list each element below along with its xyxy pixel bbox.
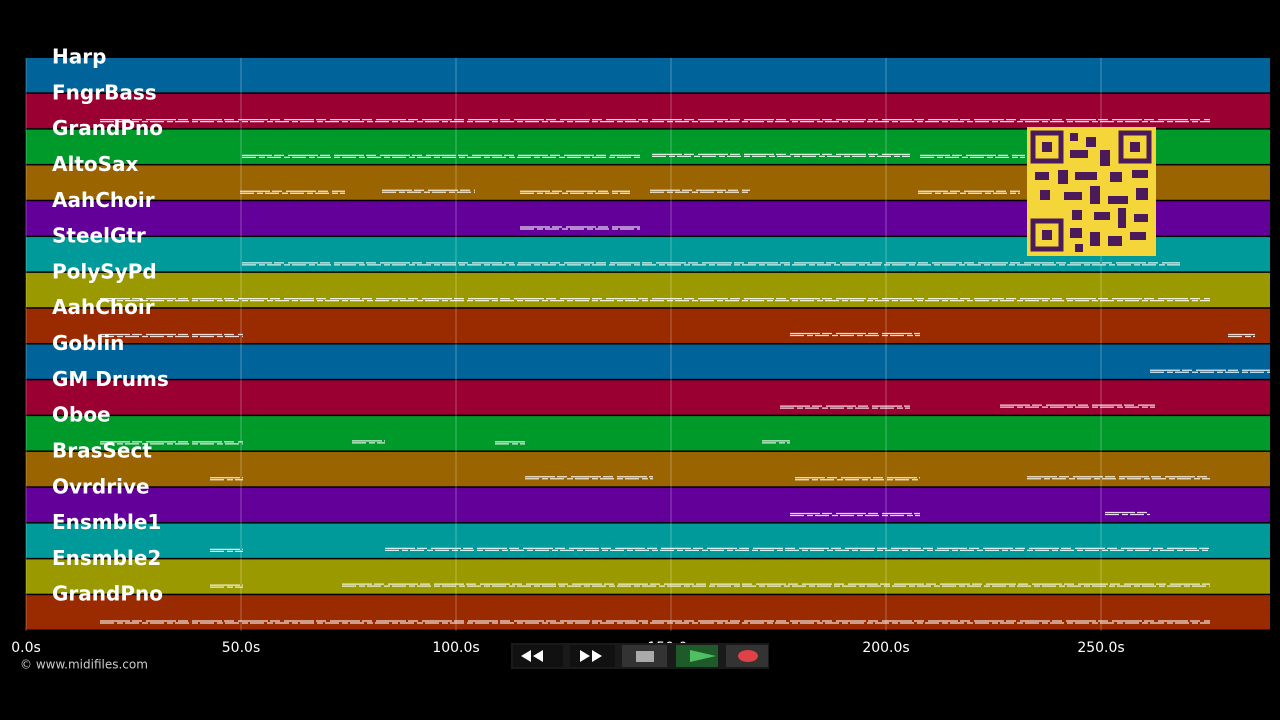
transport-controls bbox=[511, 643, 769, 669]
tick-label: 200.0s bbox=[862, 640, 909, 656]
track-band bbox=[26, 595, 1270, 630]
track-band bbox=[26, 272, 1270, 308]
track-label: GrandPno bbox=[52, 116, 163, 140]
track-label: AahChoir bbox=[52, 188, 155, 212]
track-label: Ensmble1 bbox=[52, 510, 161, 534]
play-button[interactable] bbox=[676, 645, 718, 667]
track-labels: Harp FngrBass GrandPno AltoSax AahChoir Steel… bbox=[52, 45, 169, 606]
track-label: Ensmble2 bbox=[52, 546, 161, 570]
track-band bbox=[26, 308, 1270, 343]
track-band bbox=[26, 487, 1270, 523]
stop-button[interactable] bbox=[622, 645, 667, 667]
track-band bbox=[26, 344, 1270, 379]
tick-label: 250.0s bbox=[1077, 640, 1124, 656]
track-label: Oboe bbox=[52, 403, 111, 427]
track-label: Ovrdrive bbox=[52, 474, 150, 498]
track-label: Goblin bbox=[52, 331, 124, 355]
track-label: GrandPno bbox=[52, 582, 163, 606]
record-button[interactable] bbox=[726, 645, 768, 667]
forward-button[interactable] bbox=[570, 645, 615, 667]
track-label: PolySyPd bbox=[52, 259, 157, 283]
track-band bbox=[26, 451, 1270, 487]
track-label: FngrBass bbox=[52, 80, 157, 104]
track-band bbox=[26, 416, 1270, 451]
tick-label: 50.0s bbox=[222, 640, 260, 656]
track-label: Harp bbox=[52, 45, 106, 69]
credit: © www.midifiles.com bbox=[20, 658, 148, 672]
track-label: AltoSax bbox=[52, 152, 139, 176]
track-band bbox=[26, 58, 1270, 93]
rewind-button[interactable] bbox=[513, 645, 563, 667]
track-label: AahChoir bbox=[52, 295, 155, 319]
track-band bbox=[26, 380, 1270, 415]
track-label: BrasSect bbox=[52, 438, 152, 462]
track-band bbox=[26, 523, 1270, 558]
qr-code bbox=[1027, 127, 1156, 256]
tick-label: 100.0s bbox=[432, 640, 479, 656]
track-band bbox=[26, 93, 1270, 129]
notes bbox=[100, 118, 1270, 624]
track-band bbox=[26, 559, 1270, 594]
track-label: SteelGtr bbox=[52, 224, 146, 248]
track-label: GM Drums bbox=[52, 367, 169, 391]
tick-label: 0.0s bbox=[11, 640, 41, 656]
